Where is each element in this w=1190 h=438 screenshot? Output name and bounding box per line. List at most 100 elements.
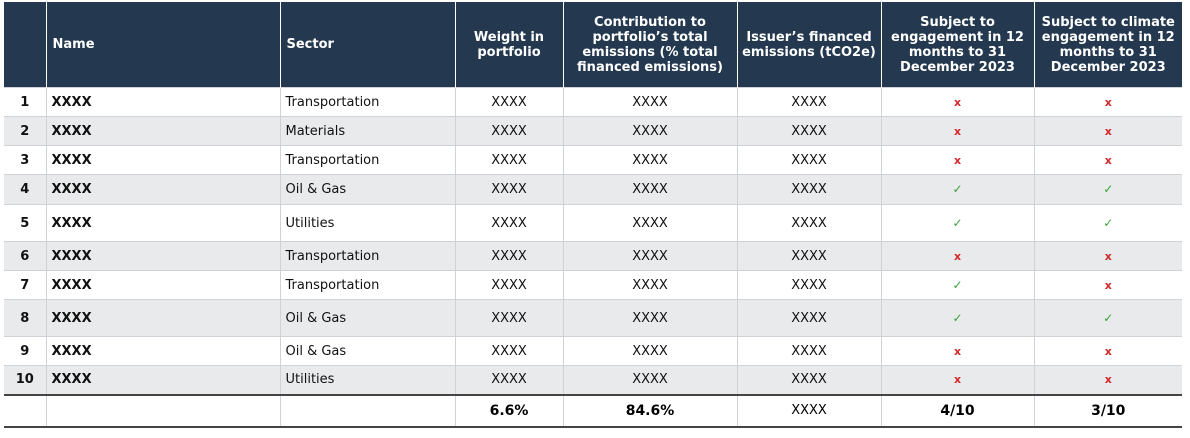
row-sector: Utilities <box>279 204 455 242</box>
check-icon: ✓ <box>1103 182 1114 196</box>
row-climate-engagement: ✓ <box>1033 299 1182 337</box>
row-climate-engagement: x <box>1033 336 1182 366</box>
row-sector: Materials <box>279 116 455 146</box>
cross-icon: x <box>1104 373 1112 387</box>
row-weight: XXXX <box>454 299 563 337</box>
totals-row: 6.6% 84.6% XXXX 4/10 3/10 <box>4 393 1182 428</box>
row-issuer-emissions: XXXX <box>736 241 881 271</box>
row-contribution: XXXX <box>562 145 737 175</box>
cross-icon: x <box>1104 124 1112 138</box>
check-icon: ✓ <box>952 310 963 325</box>
row-contribution: XXXX <box>562 336 737 366</box>
row-engagement: x <box>880 365 1034 395</box>
row-sector: Oil & Gas <box>279 299 455 337</box>
row-engagement: ✓ <box>880 299 1034 337</box>
check-icon: ✓ <box>952 277 963 292</box>
header-name: Name <box>45 2 280 88</box>
row-weight: XXXX <box>454 336 563 366</box>
cross-icon: x <box>953 95 962 109</box>
row-number: 1 <box>4 87 46 117</box>
check-icon: ✓ <box>1103 310 1114 325</box>
row-issuer-emissions: XXXX <box>736 204 881 242</box>
row-issuer-emissions: XXXX <box>736 270 881 300</box>
table-body: 1 XXXX Transportation XXXX XXXX XXXX x x 2 XXXX Ma… <box>4 87 1182 395</box>
row-name: XXXX <box>45 299 280 337</box>
total-weight: 6.6% <box>454 393 563 428</box>
row-sector: Transportation <box>279 145 455 175</box>
table-row: 8 XXXX Oil & Gas XXXX XXXX XXXX ✓ ✓ <box>4 299 1182 337</box>
cross-icon: x <box>953 373 962 387</box>
row-weight: XXXX <box>454 241 563 271</box>
total-name <box>45 393 280 428</box>
total-climate-engagement: 3/10 <box>1033 393 1182 428</box>
total-num <box>4 393 46 428</box>
row-weight: XXXX <box>454 87 563 117</box>
total-contribution: 84.6% <box>562 393 737 428</box>
row-issuer-emissions: XXXX <box>736 174 881 205</box>
row-sector: Transportation <box>279 241 455 271</box>
row-engagement: x <box>880 145 1034 175</box>
cross-icon: x <box>953 153 962 167</box>
total-engagement: 4/10 <box>880 393 1034 428</box>
row-number: 7 <box>4 270 46 300</box>
cross-icon: x <box>1104 95 1112 109</box>
row-sector: Transportation <box>279 270 455 300</box>
row-issuer-emissions: XXXX <box>736 145 881 175</box>
table-row: 7 XXXX Transportation XXXX XXXX XXXX ✓ x <box>4 270 1182 300</box>
row-engagement: ✓ <box>880 204 1034 242</box>
row-number: 4 <box>4 174 46 205</box>
row-climate-engagement: x <box>1033 241 1182 271</box>
row-contribution: XXXX <box>562 365 737 395</box>
cross-icon: x <box>1104 249 1112 263</box>
row-name: XXXX <box>45 116 280 146</box>
row-weight: XXXX <box>454 270 563 300</box>
row-weight: XXXX <box>454 145 563 175</box>
row-name: XXXX <box>45 174 280 205</box>
row-climate-engagement: x <box>1033 365 1182 395</box>
row-contribution: XXXX <box>562 174 737 205</box>
row-issuer-emissions: XXXX <box>736 116 881 146</box>
row-climate-engagement: ✓ <box>1033 174 1182 205</box>
header-num <box>4 2 46 88</box>
row-number: 8 <box>4 299 46 337</box>
row-name: XXXX <box>45 270 280 300</box>
row-name: XXXX <box>45 336 280 366</box>
row-weight: XXXX <box>454 116 563 146</box>
row-weight: XXXX <box>454 204 563 242</box>
table-row: 10 XXXX Utilities XXXX XXXX XXXX x x <box>4 365 1182 395</box>
row-issuer-emissions: XXXX <box>736 336 881 366</box>
header-issuer-emissions: Issuer’s financed emissions (tCO2e) <box>736 2 881 88</box>
row-name: XXXX <box>45 204 280 242</box>
row-engagement: x <box>880 116 1034 146</box>
table-row: 3 XXXX Transportation XXXX XXXX XXXX x x <box>4 145 1182 175</box>
check-icon: ✓ <box>1103 215 1114 230</box>
row-contribution: XXXX <box>562 241 737 271</box>
row-sector: Transportation <box>279 87 455 117</box>
row-number: 10 <box>4 365 46 395</box>
row-contribution: XXXX <box>562 270 737 300</box>
row-engagement: x <box>880 336 1034 366</box>
table-row: 1 XXXX Transportation XXXX XXXX XXXX x x <box>4 87 1182 117</box>
check-icon: ✓ <box>952 182 963 196</box>
emissions-table: Name Sector Weight in portfolio Contribu… <box>4 2 1182 428</box>
header-row: Name Sector Weight in portfolio Contribu… <box>4 2 1182 88</box>
row-sector: Oil & Gas <box>279 336 455 366</box>
row-sector: Utilities <box>279 365 455 395</box>
cross-icon: x <box>953 249 962 263</box>
row-number: 5 <box>4 204 46 242</box>
row-weight: XXXX <box>454 174 563 205</box>
cross-icon: x <box>1104 344 1112 358</box>
cross-icon: x <box>953 344 962 358</box>
row-contribution: XXXX <box>562 204 737 242</box>
row-climate-engagement: x <box>1033 145 1182 175</box>
row-engagement: x <box>880 87 1034 117</box>
header-climate-engagement: Subject to climate engagement in 12 mont… <box>1033 2 1182 88</box>
total-sector <box>279 393 455 428</box>
header-contribution: Contribution to portfolio’s total emissi… <box>562 2 737 88</box>
row-issuer-emissions: XXXX <box>736 299 881 337</box>
row-contribution: XXXX <box>562 87 737 117</box>
row-issuer-emissions: XXXX <box>736 87 881 117</box>
row-name: XXXX <box>45 241 280 271</box>
table-row: 9 XXXX Oil & Gas XXXX XXXX XXXX x x <box>4 336 1182 366</box>
row-issuer-emissions: XXXX <box>736 365 881 395</box>
